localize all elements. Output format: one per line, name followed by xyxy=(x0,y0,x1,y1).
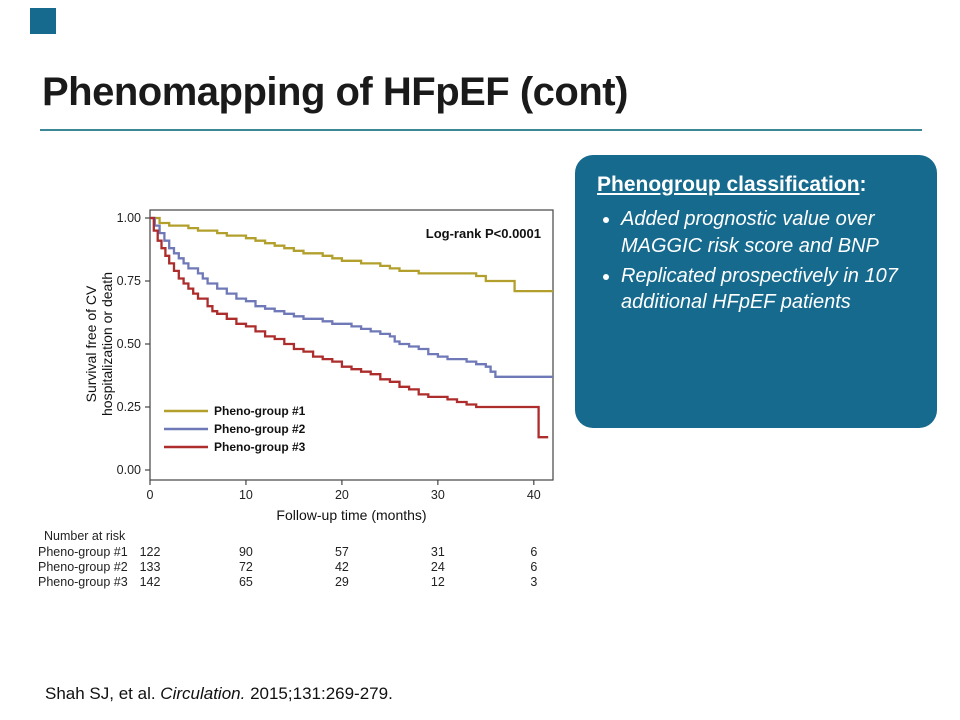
svg-text:Follow-up time (months): Follow-up time (months) xyxy=(276,507,426,523)
title-underline xyxy=(40,129,922,131)
svg-text:0.50: 0.50 xyxy=(117,337,141,351)
box-bullet-list: Added prognostic value over MAGGIC risk … xyxy=(597,206,915,316)
svg-text:142: 142 xyxy=(140,575,161,589)
svg-text:Pheno-group #3: Pheno-group #3 xyxy=(38,575,128,589)
svg-text:6: 6 xyxy=(530,545,537,559)
svg-text:Log-rank P<0.0001: Log-rank P<0.0001 xyxy=(426,226,541,241)
box-heading-text: Phenogroup classification xyxy=(597,173,860,196)
svg-text:Pheno-group #2: Pheno-group #2 xyxy=(38,560,128,574)
svg-text:57: 57 xyxy=(335,545,349,559)
svg-text:Pheno-group #2: Pheno-group #2 xyxy=(214,422,306,436)
citation-authors: Shah SJ, et al. xyxy=(45,684,161,703)
svg-text:72: 72 xyxy=(239,560,253,574)
citation: Shah SJ, et al. Circulation. 2015;131:26… xyxy=(45,684,393,704)
info-box: Phenogroup classification: Added prognos… xyxy=(575,155,937,428)
box-heading: Phenogroup classification: xyxy=(597,171,915,198)
citation-journal: Circulation. xyxy=(160,684,246,703)
svg-text:Number at risk: Number at risk xyxy=(44,529,126,543)
svg-text:1.00: 1.00 xyxy=(117,211,141,225)
svg-text:65: 65 xyxy=(239,575,253,589)
svg-text:12: 12 xyxy=(431,575,445,589)
svg-text:122: 122 xyxy=(140,545,161,559)
svg-text:90: 90 xyxy=(239,545,253,559)
svg-text:10: 10 xyxy=(239,488,253,502)
bullet-item: Replicated prospectively in 107 addition… xyxy=(621,263,915,316)
svg-text:Pheno-group #1: Pheno-group #1 xyxy=(38,545,128,559)
svg-text:Pheno-group #1: Pheno-group #1 xyxy=(214,404,306,418)
citation-ref: 2015;131:269-279. xyxy=(245,684,393,703)
svg-text:29: 29 xyxy=(335,575,349,589)
svg-text:30: 30 xyxy=(431,488,445,502)
svg-text:Survival free of CVhospitaliza: Survival free of CVhospitalization or de… xyxy=(83,272,115,416)
svg-text:31: 31 xyxy=(431,545,445,559)
svg-text:40: 40 xyxy=(527,488,541,502)
svg-text:42: 42 xyxy=(335,560,349,574)
svg-text:0.00: 0.00 xyxy=(117,463,141,477)
svg-text:6: 6 xyxy=(530,560,537,574)
svg-text:24: 24 xyxy=(431,560,445,574)
svg-text:0.25: 0.25 xyxy=(117,400,141,414)
bullet-item: Added prognostic value over MAGGIC risk … xyxy=(621,206,915,259)
svg-text:0: 0 xyxy=(147,488,154,502)
svg-text:3: 3 xyxy=(530,575,537,589)
page-title: Phenomapping of HFpEF (cont) xyxy=(42,70,628,114)
box-heading-colon: : xyxy=(859,173,867,196)
svg-text:Pheno-group #3: Pheno-group #3 xyxy=(214,440,306,454)
svg-text:0.75: 0.75 xyxy=(117,274,141,288)
svg-text:133: 133 xyxy=(140,560,161,574)
svg-text:20: 20 xyxy=(335,488,349,502)
km-survival-figure: 0.00 0.25 0.50 0.75 1.00 0 10 20 30 40 Log-rank P<… xyxy=(30,185,570,610)
corner-accent-square xyxy=(30,8,56,34)
km-chart-svg: 0.00 0.25 0.50 0.75 1.00 0 10 20 30 40 Log-rank P<… xyxy=(38,209,554,589)
